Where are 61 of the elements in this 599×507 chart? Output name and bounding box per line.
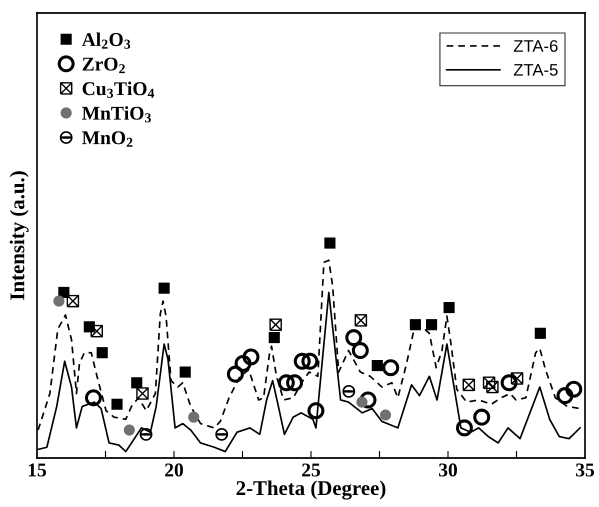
point [234, 354, 252, 372]
x-tick-label: 30 [439, 463, 457, 477]
point [301, 352, 318, 370]
point [380, 409, 392, 421]
point [354, 314, 368, 327]
point [426, 319, 438, 330]
point [342, 384, 356, 398]
x-axis-title: 2-Theta (Degree) [236, 480, 386, 500]
x-tick-label: 25 [302, 463, 320, 477]
legend-label: MnTiO$_{3}$ [82, 106, 151, 122]
point [324, 237, 336, 249]
point [84, 389, 102, 406]
point [242, 348, 260, 366]
legend-label: MnO$_{2}$ [82, 131, 132, 147]
legend-label: ZTA-6 [514, 40, 558, 52]
point [482, 376, 496, 390]
point [352, 342, 369, 359]
point [268, 332, 280, 344]
point [534, 328, 546, 339]
point [96, 347, 108, 358]
point [565, 380, 582, 398]
point [356, 396, 368, 408]
point [510, 372, 524, 385]
point [473, 408, 490, 426]
x-tick-label: 15 [28, 464, 46, 477]
point [90, 324, 103, 338]
point [294, 352, 311, 370]
point [456, 419, 473, 436]
point [226, 366, 244, 383]
point [372, 360, 383, 372]
x-tick-label: 35 [576, 463, 594, 477]
point [360, 391, 376, 408]
legend-label: ZrO$_{2}$ [82, 58, 125, 74]
point [286, 374, 304, 392]
point [345, 329, 362, 346]
point [462, 378, 476, 392]
point [269, 318, 282, 331]
point [556, 387, 574, 404]
point [382, 359, 400, 376]
legend-label: Al$_{2}$O$_{3}$ [82, 32, 130, 49]
point [136, 387, 149, 400]
point [131, 377, 142, 388]
legend-label: Cu$_{3}$TiO$_{4}$ [82, 82, 154, 98]
point [278, 374, 295, 392]
legend-label: ZTA-5 [514, 64, 558, 76]
point [486, 380, 499, 394]
point [158, 282, 170, 294]
point [410, 319, 421, 330]
point [215, 428, 228, 441]
point [124, 424, 135, 436]
point [66, 294, 80, 308]
point [180, 366, 191, 378]
x-tick-label: 20 [165, 463, 183, 477]
point [53, 296, 64, 307]
point [111, 398, 123, 410]
point [500, 374, 518, 392]
y-axis-title: Intensity (a.u.) [10, 171, 29, 300]
point [188, 412, 200, 423]
point [444, 302, 455, 314]
point [140, 428, 152, 441]
point [307, 402, 324, 420]
